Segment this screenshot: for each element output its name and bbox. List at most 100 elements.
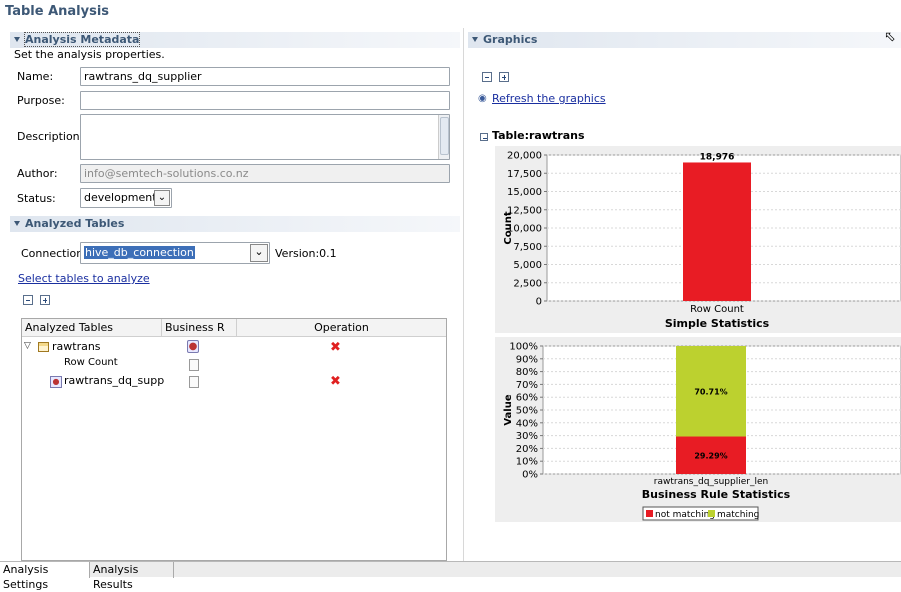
analysis-metadata-header[interactable]: Analysis Metadata (10, 32, 460, 48)
name-label: Name: (17, 70, 54, 83)
table-row[interactable]: ● rawtrans_dq_supplie ✖ (24, 374, 444, 391)
mouse-cursor-icon: ⬁ (884, 29, 896, 45)
data-label: 29.29% (694, 451, 727, 460)
table-icon (38, 342, 49, 352)
tab-analysis-settings[interactable]: Analysis Settings (0, 562, 90, 591)
y-tick-label: 20% (516, 444, 538, 455)
graphics-header[interactable]: Graphics (468, 32, 901, 48)
eye-icon: ◉ (478, 93, 487, 104)
chart-title: Simple Statistics (665, 317, 770, 330)
data-label: 70.71% (694, 387, 727, 396)
collapse-triangle-icon[interactable] (472, 36, 478, 42)
row-label: Row Count (64, 357, 118, 368)
y-tick-label: 0 (536, 297, 542, 308)
collapse-triangle-icon[interactable] (14, 36, 20, 42)
simple-statistics-chart: 0 2,500 5,000 7,500 10,000 12,500 15,000 17,500… (495, 146, 901, 333)
graphics-title: Graphics (483, 33, 538, 46)
y-tick-label: 7,500 (513, 242, 542, 253)
y-axis-label: Count (503, 211, 514, 244)
table-row[interactable]: ▽ rawtrans ● ✖ (24, 340, 444, 357)
chevron-down-icon[interactable]: ⌄ (154, 190, 170, 206)
bar-segment-matching (676, 346, 746, 437)
expand-all-icon[interactable] (40, 295, 50, 308)
author-label: Author: (17, 167, 58, 180)
document-icon[interactable] (189, 359, 199, 371)
y-tick-label: 5,000 (513, 260, 542, 271)
column-header-business-rule[interactable]: Business R (162, 319, 237, 336)
scrollbar-thumb[interactable] (440, 117, 449, 155)
expand-triangle-icon[interactable]: ▽ (24, 341, 31, 351)
business-rule-svg: 0% 10% 20% 30% 40%50% 60% 70% 80% 90%100% 29.29% 7… (503, 342, 901, 521)
editor-tab-bar: Analysis Settings Analysis Results (0, 561, 901, 591)
table-section-title: Table:rawtrans (492, 129, 585, 142)
simple-statistics-svg: 0 2,500 5,000 7,500 10,000 12,500 15,000 17,500… (503, 151, 901, 330)
collapse-all-icon[interactable] (23, 295, 33, 308)
y-axis-label: Value (503, 394, 514, 425)
sash-divider[interactable] (463, 28, 464, 561)
legend-swatch (708, 510, 715, 517)
description-label: Description: (17, 130, 84, 143)
y-tick-label: 100% (509, 342, 538, 353)
y-tick-label: 90% (516, 354, 538, 365)
author-field: info@semtech-solutions.co.nz (80, 164, 450, 183)
analyzed-tables-header[interactable]: Analyzed Tables (10, 216, 460, 232)
y-tick-label: 80% (516, 367, 538, 378)
metadata-subtitle: Set the analysis properties. (14, 48, 165, 61)
legend-label: matching (717, 510, 759, 520)
tree-header (22, 319, 446, 337)
y-tick-label: 10,000 (507, 224, 542, 235)
refresh-graphics-link[interactable]: Refresh the graphics (492, 92, 606, 105)
bar-row-count (683, 162, 751, 301)
data-label: 18,976 (700, 152, 735, 162)
name-field[interactable]: rawtrans_dq_supplier (80, 67, 450, 86)
connection-value: hive_db_connection (84, 246, 195, 259)
add-rule-icon[interactable]: ● (187, 340, 199, 353)
y-tick-label: 40% (516, 418, 538, 429)
table-row[interactable]: Row Count (24, 357, 444, 374)
analysis-metadata-title: Analysis Metadata (23, 32, 141, 47)
y-tick-label: 50% (516, 406, 538, 417)
legend-box (642, 506, 759, 521)
y-tick-label: 15,000 (507, 187, 542, 198)
x-tick-label: rawtrans_dq_supplier_len (654, 477, 768, 487)
connection-select[interactable]: hive_db_connection (80, 242, 270, 264)
y-tick-label: 20,000 (507, 151, 542, 162)
connection-label: Connection: (21, 247, 87, 260)
chevron-down-icon[interactable]: ⌄ (250, 244, 268, 262)
y-tick-label: 60% (516, 393, 538, 404)
legend-label: not matching (655, 510, 715, 520)
collapse-table-icon[interactable] (480, 131, 488, 144)
row-label: rawtrans (52, 340, 101, 353)
description-field[interactable] (80, 114, 450, 160)
analyzed-tables-tree[interactable]: Analyzed Tables Business R Operation ▽ r… (21, 318, 447, 561)
rule-icon: ● (50, 376, 62, 388)
document-icon[interactable] (189, 376, 199, 388)
collapse-triangle-icon[interactable] (14, 220, 20, 226)
column-header-analyzed-tables[interactable]: Analyzed Tables (22, 319, 162, 336)
expand-all-icon[interactable] (499, 72, 509, 85)
column-header-operation[interactable]: Operation (314, 321, 369, 334)
version-label: Version:0.1 (275, 247, 337, 260)
purpose-label: Purpose: (17, 94, 65, 107)
page-title: Table Analysis (5, 4, 110, 19)
select-tables-link[interactable]: Select tables to analyze (18, 272, 150, 285)
delete-icon[interactable]: ✖ (330, 340, 341, 355)
y-tick-label: 12,500 (507, 205, 542, 216)
tab-analysis-results[interactable]: Analysis Results (90, 562, 174, 591)
row-label: rawtrans_dq_supplie (64, 374, 164, 387)
bar-segment-not-matching (676, 436, 746, 474)
business-rule-chart: 0% 10% 20% 30% 40% 50% 60% 70% 80% 90% 100% 29.29% 7… (495, 337, 901, 522)
y-tick-label: 30% (516, 431, 538, 442)
y-tick-label: 70% (516, 380, 538, 391)
chart-title: Business Rule Statistics (642, 488, 791, 501)
purpose-field[interactable] (80, 91, 450, 110)
analyzed-tables-title: Analyzed Tables (25, 217, 125, 230)
status-select[interactable]: development (80, 188, 172, 208)
collapse-all-icon[interactable] (482, 72, 492, 85)
description-scrollbar[interactable] (438, 115, 449, 159)
delete-icon[interactable]: ✖ (330, 374, 341, 389)
y-tick-label: 0% (522, 470, 538, 481)
y-tick-label: 17,500 (507, 169, 542, 180)
status-label: Status: (17, 192, 56, 205)
y-tick-label: 10% (516, 457, 538, 468)
